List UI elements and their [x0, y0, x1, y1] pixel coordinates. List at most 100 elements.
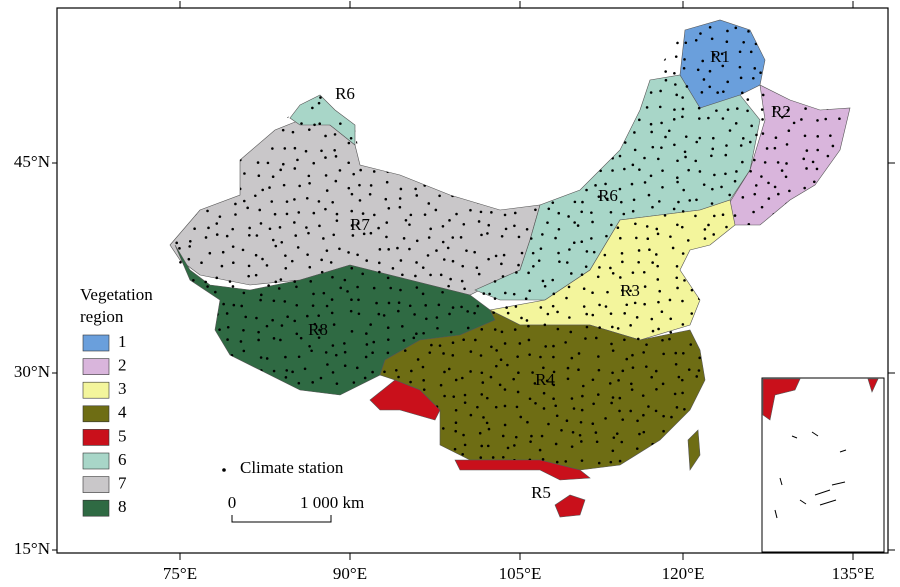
station: [629, 519, 632, 522]
station: [187, 257, 191, 261]
station: [436, 175, 439, 179]
station: [490, 182, 494, 185]
station: [630, 106, 633, 110]
station: [441, 240, 445, 244]
station: [759, 71, 762, 75]
station: [326, 363, 329, 366]
station: [394, 368, 398, 372]
station: [356, 222, 360, 225]
station: [440, 118, 444, 122]
station: [785, 316, 788, 320]
station: [259, 506, 262, 509]
station: [462, 433, 465, 437]
station: [270, 484, 273, 487]
station: [290, 259, 294, 263]
station: [741, 252, 744, 256]
station: [361, 51, 365, 54]
station: [220, 422, 223, 426]
station: [460, 90, 464, 93]
station: [333, 133, 337, 136]
station: [836, 105, 840, 109]
station: [686, 239, 690, 242]
station: [437, 303, 441, 307]
station: [189, 98, 192, 101]
station: [358, 527, 361, 530]
station: [513, 480, 516, 483]
station: [330, 298, 334, 301]
station: [662, 414, 665, 418]
station: [487, 427, 491, 431]
station: [305, 226, 308, 229]
station: [293, 167, 297, 170]
station: [598, 303, 601, 307]
station: [426, 120, 430, 123]
station: [326, 427, 329, 431]
station: [596, 393, 600, 396]
station: [343, 278, 347, 282]
station: [825, 314, 828, 318]
station: [486, 194, 489, 197]
station: [404, 431, 407, 435]
station: [611, 169, 614, 172]
station: [336, 395, 340, 399]
station: [429, 41, 433, 45]
station: [463, 393, 467, 397]
station: [740, 227, 744, 231]
station: [482, 416, 485, 419]
station: [448, 312, 451, 316]
station: [526, 28, 530, 31]
station: [179, 79, 183, 83]
station: [469, 208, 472, 212]
station: [800, 118, 803, 121]
station: [552, 344, 555, 348]
station: [720, 380, 724, 384]
station: [383, 370, 386, 374]
station: [513, 444, 516, 447]
station: [578, 110, 582, 114]
station: [524, 297, 528, 301]
station: [430, 439, 433, 443]
station: [494, 149, 497, 152]
station: [722, 276, 726, 279]
station: [573, 200, 577, 204]
station: [436, 326, 439, 330]
station: [213, 69, 217, 73]
station: [819, 68, 823, 71]
station: [230, 457, 233, 461]
station: [440, 481, 443, 484]
station: [192, 279, 195, 282]
station: [494, 405, 498, 409]
station: [180, 129, 184, 132]
station: [530, 434, 533, 438]
station: [300, 122, 303, 125]
station: [622, 212, 626, 216]
station: [778, 42, 782, 45]
station: [712, 433, 716, 436]
station: [683, 484, 686, 487]
station: [356, 285, 359, 289]
station: [737, 482, 740, 485]
station: [698, 356, 701, 360]
station: [695, 527, 698, 530]
station: [231, 227, 235, 231]
station: [186, 105, 190, 108]
station: [257, 330, 260, 334]
station: [787, 304, 791, 308]
station: [424, 521, 427, 524]
station: [611, 449, 615, 453]
station: [479, 210, 483, 214]
station: [333, 149, 336, 152]
station: [296, 246, 300, 249]
station: [348, 395, 352, 398]
station: [461, 376, 464, 380]
station: [369, 82, 372, 85]
station: [777, 310, 780, 314]
station: [285, 200, 289, 203]
station: [559, 159, 563, 162]
station: [347, 54, 351, 58]
station: [245, 479, 248, 482]
station: [643, 156, 646, 160]
station: [541, 70, 545, 74]
station: [539, 26, 543, 30]
station: [231, 82, 235, 85]
